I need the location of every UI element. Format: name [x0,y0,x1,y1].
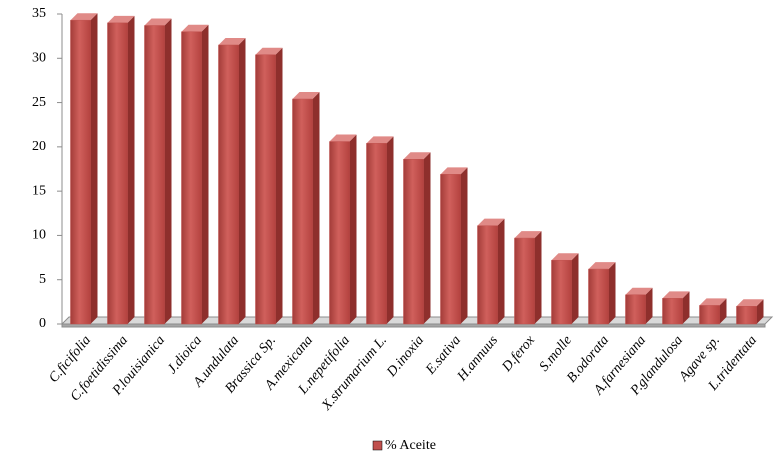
y-tick-label: 25 [32,95,46,110]
bar-top [662,291,690,299]
bar-side [164,18,172,325]
bar-side [90,13,98,324]
bar [255,54,276,325]
bar [551,259,572,325]
y-tick-label: 35 [32,6,46,21]
bar-top [440,167,468,175]
bar [403,159,424,325]
bar [625,294,646,325]
bar-top [366,136,394,144]
bar [736,306,757,325]
bar-side [571,253,579,324]
bar [292,98,313,325]
bar [588,268,609,325]
bar-top [551,253,579,261]
bar-top [329,134,357,142]
x-tick-label: D.inoxia [384,333,427,381]
bar-side [423,152,431,324]
bar-top [625,287,653,295]
y-tick-label: 5 [39,272,46,287]
y-tick-label: 15 [32,183,46,198]
legend-swatch [372,440,383,451]
bar-top [255,47,283,55]
legend-label: % Aceite [385,438,436,453]
bar-side [127,15,135,324]
bar-side [238,38,246,324]
bar-side [201,24,209,324]
bar-side [756,299,764,324]
bar [329,141,350,325]
bar-top [477,218,505,226]
bar [70,19,91,325]
bar [514,237,535,325]
y-tick-label: 30 [32,51,46,66]
y-tick-label: 10 [32,228,46,243]
bar-side [608,262,616,324]
bar-side [497,218,505,324]
bar-top [70,13,98,21]
bar [662,298,683,325]
floor-edge [61,323,766,328]
bar-side [275,47,283,324]
bar-top [403,152,431,160]
bar-side [386,136,394,324]
bar-side [682,291,690,324]
bar [440,174,461,325]
bar-top [181,24,209,32]
y-tick-label: 20 [32,139,46,154]
bar-top [292,92,320,100]
y-tick-label: 0 [39,316,46,331]
bar [107,22,128,325]
bar-top [588,262,616,270]
bar-side [645,287,653,324]
x-tick-label: S.molle [537,333,575,375]
bar-top [218,38,246,45]
bar [699,305,720,325]
bar-side [534,231,542,324]
bar [144,25,165,325]
bar-top [514,231,542,239]
x-tick-label: X.strumarium L. [319,333,390,414]
bar-side [460,167,468,324]
bar [218,44,239,325]
bar-side [312,92,320,325]
bar [366,143,387,325]
bar-side [349,134,357,324]
bar-top [699,298,727,306]
bar-top [144,18,172,26]
bar-top [736,299,764,307]
bar [477,225,498,325]
bar-top [107,15,135,23]
x-tick-label: D.ferox [499,332,539,375]
bar-side [719,298,727,324]
bar [181,31,202,325]
